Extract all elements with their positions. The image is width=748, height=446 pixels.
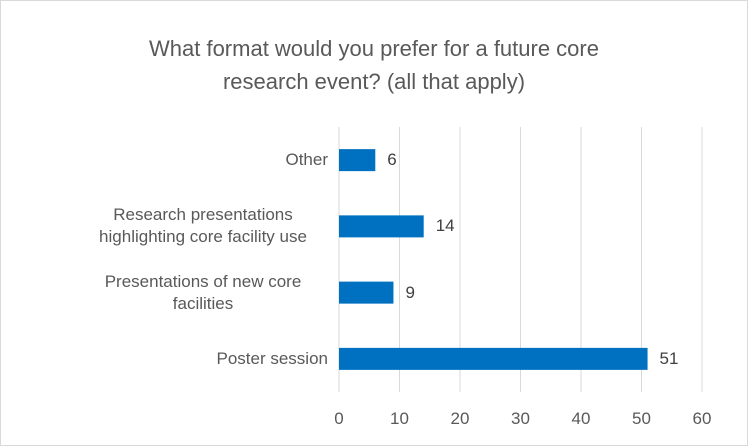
- y-tick-label: Presentations of new core facilities: [28, 271, 328, 315]
- x-tick-label: 20: [450, 409, 470, 428]
- y-tick-label: Research presentations highlighting core…: [28, 204, 328, 248]
- y-tick-label: Poster session: [28, 348, 329, 370]
- chart-title: What format would you prefer for a futur…: [149, 36, 599, 94]
- bar: [339, 215, 424, 238]
- x-tick-label: 50: [632, 409, 651, 428]
- x-tick-label: 60: [692, 409, 712, 428]
- bar: [339, 281, 394, 304]
- data-label: 14: [435, 216, 455, 236]
- data-label: 51: [659, 348, 679, 368]
- x-tick-label: 0: [334, 409, 344, 428]
- x-tick-label: 30: [511, 409, 530, 428]
- bar: [339, 347, 648, 370]
- data-label: 6: [387, 150, 397, 170]
- bar: [339, 149, 376, 172]
- data-label: 9: [405, 282, 415, 302]
- y-tick-label-text: Presentations of new core facilities: [104, 271, 302, 313]
- y-tick-label-text: Poster session: [216, 348, 329, 368]
- y-tick-label: Other: [28, 149, 328, 171]
- x-tick-label: 40: [571, 409, 591, 428]
- y-tick-label-text: Research presentations highlighting core…: [99, 205, 307, 247]
- x-tick-label: 10: [390, 409, 409, 428]
- y-tick-label-text: Other: [285, 150, 328, 170]
